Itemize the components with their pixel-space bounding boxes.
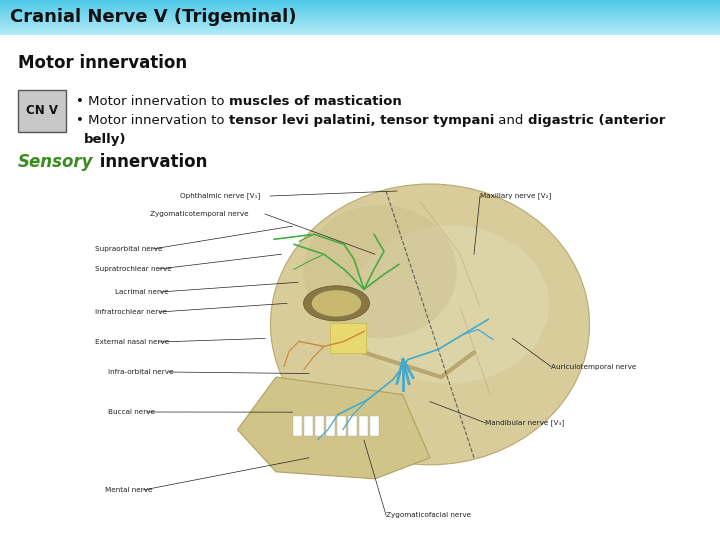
Bar <box>0 7 720 8</box>
Bar <box>359 416 367 436</box>
Bar <box>18 90 66 132</box>
Bar <box>0 30 720 31</box>
Ellipse shape <box>351 225 549 383</box>
Bar <box>0 27 720 28</box>
Text: digastric (anterior: digastric (anterior <box>528 114 665 127</box>
Text: innervation: innervation <box>94 153 207 171</box>
Bar <box>325 416 335 436</box>
Bar <box>0 17 720 18</box>
Bar <box>0 14 720 15</box>
Ellipse shape <box>303 205 457 339</box>
Bar <box>0 22 720 23</box>
Text: Auriculotemporal nerve: Auriculotemporal nerve <box>551 363 636 369</box>
Text: Mandibular nerve [V₃]: Mandibular nerve [V₃] <box>485 419 564 426</box>
Bar <box>304 416 312 436</box>
Text: CN V: CN V <box>26 105 58 118</box>
Ellipse shape <box>312 290 361 316</box>
Text: belly): belly) <box>84 133 127 146</box>
Bar <box>0 10 720 11</box>
Text: and: and <box>494 114 528 127</box>
Bar <box>0 1 720 2</box>
Bar <box>0 6 720 7</box>
Text: Supraorbital nerve: Supraorbital nerve <box>95 246 163 252</box>
Bar <box>0 13 720 14</box>
Bar <box>0 28 720 29</box>
Polygon shape <box>238 377 430 479</box>
Text: Cranial Nerve V (Trigeminal): Cranial Nerve V (Trigeminal) <box>10 9 297 26</box>
Bar <box>0 32 720 33</box>
Bar <box>330 323 366 354</box>
Bar <box>0 25 720 26</box>
Bar <box>0 29 720 30</box>
Bar <box>292 416 302 436</box>
Text: Infra-orbital nerve: Infra-orbital nerve <box>108 369 174 375</box>
Bar <box>0 9 720 10</box>
Text: muscles of mastication: muscles of mastication <box>229 95 402 108</box>
Bar <box>0 3 720 4</box>
Text: Sensory: Sensory <box>18 153 94 171</box>
Text: Zygomaticotemporal nerve: Zygomaticotemporal nerve <box>150 211 248 217</box>
Text: Motor innervation: Motor innervation <box>18 54 187 72</box>
Bar <box>315 416 323 436</box>
Bar <box>100 184 650 535</box>
Bar <box>0 2 720 3</box>
Ellipse shape <box>304 286 369 321</box>
Bar <box>0 18 720 19</box>
Text: • Motor innervation to: • Motor innervation to <box>76 114 229 127</box>
Text: Infratrochlear nerve: Infratrochlear nerve <box>95 309 167 315</box>
Text: Ophthalmic nerve [V₁]: Ophthalmic nerve [V₁] <box>180 193 260 199</box>
Bar <box>369 416 379 436</box>
Bar <box>0 21 720 22</box>
Bar <box>0 0 720 1</box>
Bar <box>0 19 720 20</box>
Bar <box>0 11 720 12</box>
Bar <box>0 26 720 27</box>
Text: Buccal nerve: Buccal nerve <box>108 409 155 415</box>
Text: Maxillary nerve [V₂]: Maxillary nerve [V₂] <box>480 193 552 199</box>
Bar <box>0 4 720 5</box>
Bar <box>0 31 720 32</box>
Bar <box>348 416 356 436</box>
Bar <box>0 34 720 35</box>
Bar <box>0 23 720 24</box>
Text: External nasal nerve: External nasal nerve <box>95 339 169 345</box>
Bar <box>336 416 346 436</box>
Text: Lacrimal nerve: Lacrimal nerve <box>115 289 168 295</box>
Bar <box>0 16 720 17</box>
Bar <box>0 24 720 25</box>
Bar <box>0 5 720 6</box>
Text: tensor levi palatini, tensor tympani: tensor levi palatini, tensor tympani <box>229 114 494 127</box>
Bar <box>0 12 720 13</box>
Text: Mental nerve: Mental nerve <box>105 487 153 493</box>
Bar <box>0 8 720 9</box>
Bar <box>0 20 720 21</box>
Bar <box>0 33 720 34</box>
Bar <box>0 15 720 16</box>
Text: Supratrochlear nerve: Supratrochlear nerve <box>95 266 172 272</box>
Ellipse shape <box>271 184 590 465</box>
Text: Zygomaticofacial nerve: Zygomaticofacial nerve <box>386 512 471 518</box>
Text: • Motor innervation to: • Motor innervation to <box>76 95 229 108</box>
